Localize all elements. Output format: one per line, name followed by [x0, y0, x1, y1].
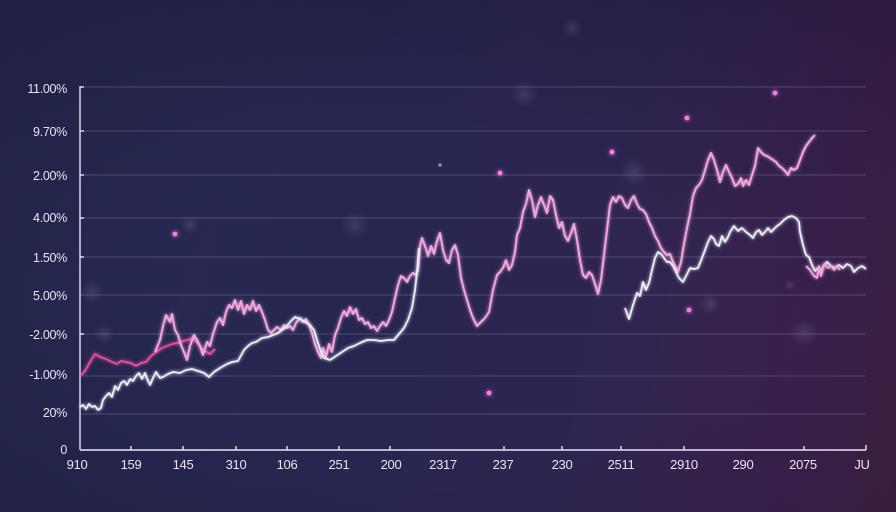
y-tick-label: -2.00%: [29, 328, 67, 342]
faint-dot: [438, 163, 442, 167]
y-tick-label: 11.00%: [27, 82, 67, 96]
x-tick-label: 910: [66, 457, 88, 472]
pink-series-line: [154, 134, 816, 361]
decorative-dots: [172, 90, 778, 396]
x-tick-label: 2511: [607, 457, 635, 472]
white-series-line: [79, 247, 420, 411]
x-tick-label: 159: [120, 457, 142, 472]
bokeh-decoration: [80, 18, 818, 347]
y-tick-label: 4.00%: [33, 211, 67, 225]
x-tick-label: 200: [380, 457, 402, 472]
y-tick-label: -1.00%: [29, 368, 67, 382]
x-tick-label: 290: [732, 457, 754, 472]
x-tick-label: 106: [276, 457, 298, 472]
gridlines: [80, 86, 866, 415]
y-tick-label: 9.70%: [33, 125, 67, 139]
x-tick-label: 251: [328, 457, 350, 472]
y-tick-label: 5.00%: [33, 289, 67, 303]
x-tick-label: 145: [172, 457, 194, 472]
pink-series-tail: [805, 263, 841, 279]
x-tick-label: 2317: [429, 457, 457, 472]
magenta-series-line: [80, 337, 216, 376]
x-tick-label: 2075: [789, 457, 817, 472]
x-tick-label: 310: [225, 457, 247, 472]
x-tick-label: 2910: [670, 457, 698, 472]
axes: [79, 86, 867, 451]
x-tick-label: JU: [854, 457, 870, 472]
y-tick-label: 1.50%: [33, 251, 67, 265]
x-tick-label: 237: [492, 457, 514, 472]
y-tick-label: 2.00%: [33, 169, 67, 183]
x-tick-label: 230: [551, 457, 573, 472]
y-tick-label: 0: [60, 443, 67, 457]
y-tick-label: 20%: [42, 406, 67, 420]
